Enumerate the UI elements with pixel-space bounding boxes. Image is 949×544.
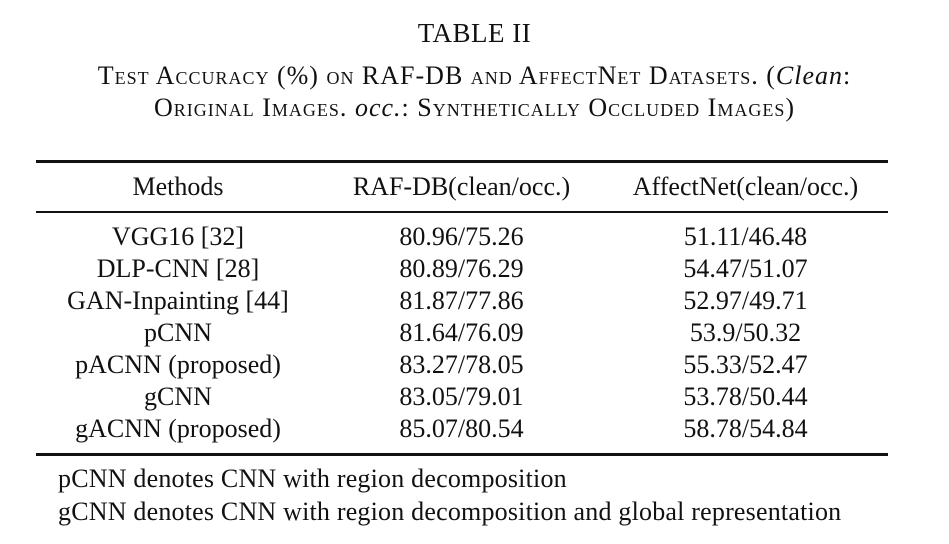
- affectnet-cell: 52.97/49.71: [683, 286, 808, 315]
- table-row: pCNN 81.64/76.09 53.9/50.32: [36, 317, 888, 349]
- table-row: gCNN 83.05/79.01 53.78/50.44: [36, 381, 888, 413]
- table-row: GAN-Inpainting [44] 81.87/77.86 52.97/49…: [36, 285, 888, 317]
- caption-text: :: [843, 61, 852, 90]
- table-header-rule: [36, 211, 888, 213]
- header-affectnet: AffectNet(clean/occ.): [632, 172, 859, 201]
- table-row: pACNN (proposed) 83.27/78.05 55.33/52.47: [36, 349, 888, 381]
- rafdb-cell: 81.64/76.09: [399, 318, 524, 347]
- table-top-rule: [36, 160, 888, 163]
- rafdb-cell: 83.27/78.05: [399, 350, 524, 379]
- method-cell: GAN-Inpainting [44]: [67, 286, 289, 315]
- table-bottom-rule: [36, 453, 888, 456]
- table-caption-line-1: Test Accuracy (%) on RAF-DB and AffectNe…: [0, 60, 949, 92]
- rafdb-cell: 83.05/79.01: [399, 382, 524, 411]
- rafdb-cell: 81.87/77.86: [399, 286, 524, 315]
- caption-italic-term: Clean: [775, 61, 844, 90]
- method-cell: pACNN (proposed): [75, 350, 281, 379]
- rafdb-cell: 80.96/75.26: [399, 222, 524, 251]
- caption-text: Original Images.: [154, 93, 355, 122]
- table-notes: pCNN denotes CNN with region decompositi…: [58, 462, 841, 528]
- caption-italic-term: occ.: [354, 93, 402, 122]
- method-cell: gACNN (proposed): [75, 414, 281, 443]
- table-row: VGG16 [32] 80.96/75.26 51.11/46.48: [36, 211, 888, 253]
- header-row: Methods RAF-DB(clean/occ.) AffectNet(cle…: [36, 163, 888, 211]
- caption-text: Test Accuracy (%) on RAF-DB and AffectNe…: [97, 61, 776, 90]
- table-row: DLP-CNN [28] 80.89/76.29 54.47/51.07: [36, 253, 888, 285]
- results-table: Methods RAF-DB(clean/occ.) AffectNet(cle…: [36, 163, 888, 445]
- header-methods: Methods: [132, 172, 224, 201]
- affectnet-cell: 54.47/51.07: [683, 254, 808, 283]
- method-cell: pCNN: [144, 318, 212, 347]
- table-note: pCNN denotes CNN with region decompositi…: [58, 464, 567, 493]
- method-cell: gCNN: [144, 382, 212, 411]
- method-cell: VGG16 [32]: [111, 222, 245, 251]
- method-cell: DLP-CNN [28]: [96, 254, 260, 283]
- rafdb-cell-best: 85.07/80.54: [399, 414, 524, 443]
- affectnet-cell: 51.11/46.48: [683, 222, 808, 251]
- header-rafdb: RAF-DB(clean/occ.): [352, 172, 571, 201]
- affectnet-cell: 53.78/50.44: [683, 382, 808, 411]
- rafdb-cell: 80.89/76.29: [399, 254, 524, 283]
- table-label: TABLE II: [417, 18, 532, 48]
- caption-text: : Synthetically Occluded Images): [401, 93, 795, 122]
- affectnet-cell: 53.9/50.32: [689, 318, 802, 347]
- table-caption-line-2: Original Images. occ.: Synthetically Occ…: [0, 92, 949, 124]
- table-note: gCNN denotes CNN with region decompositi…: [58, 497, 842, 526]
- affectnet-cell-best: 58.78/54.84: [683, 414, 808, 443]
- affectnet-cell: 55.33/52.47: [683, 350, 808, 379]
- table-row-best: gACNN (proposed) 85.07/80.54 58.78/54.84: [36, 413, 888, 445]
